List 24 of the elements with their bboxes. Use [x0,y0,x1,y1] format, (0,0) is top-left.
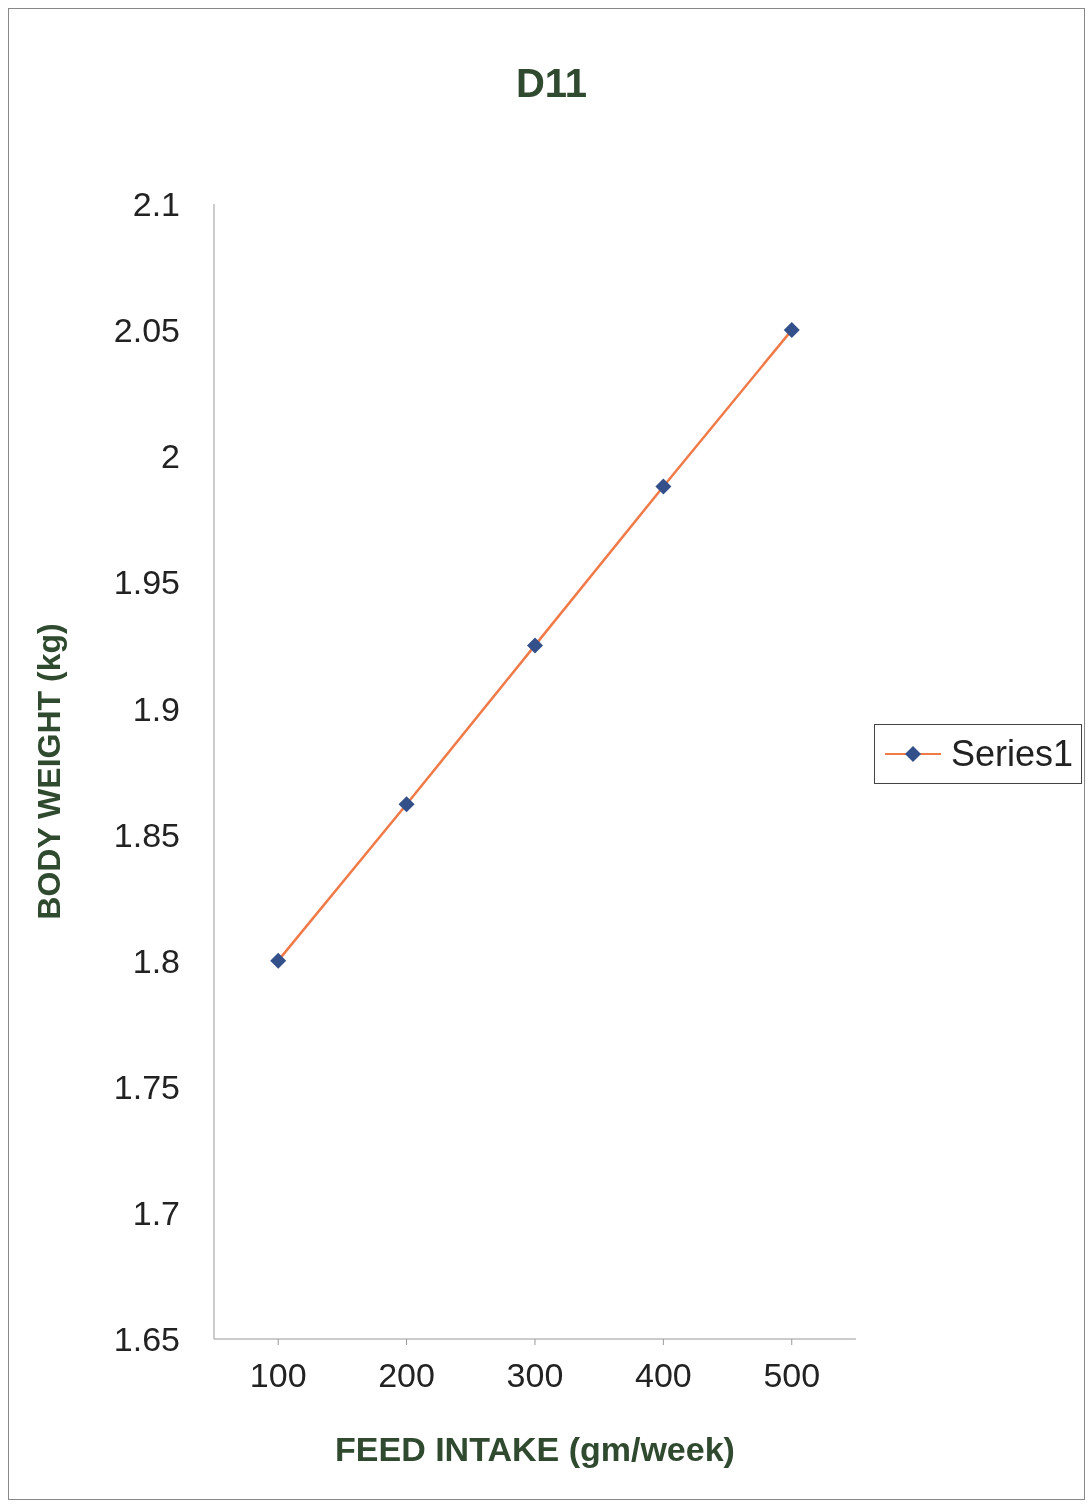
point [783,322,800,339]
chart-title: D11 [514,61,589,106]
point [398,796,415,813]
legend-label: Series1 [950,733,1073,775]
x-tick-label: 400 [634,1356,692,1395]
y-tick-label: 1.75 [113,1067,180,1106]
point [270,952,287,969]
y-tick-label: 1.85 [113,815,180,854]
x-axis-title: FEED INTAKE (gm/week) [335,1430,735,1468]
y-axis-title: BODY WEIGHT (kg) [31,623,68,920]
x-tick-label: 100 [249,1356,307,1395]
y-tick-label: 1.65 [113,1320,180,1359]
y-tick-label: 2 [161,437,180,476]
y-tick-label: 2.1 [132,185,180,224]
y-tick-label: 2.05 [113,311,180,350]
point [655,478,672,495]
point [526,637,543,654]
x-tick-label: 200 [378,1356,435,1395]
x-tick-label: 500 [763,1356,821,1395]
y-tick-label: 1.7 [132,1193,180,1232]
y-tick-label: 1.95 [113,563,180,602]
y-tick-label: 1.9 [132,689,180,728]
y-tick-label: 1.8 [132,941,180,980]
x-tick-label: 300 [506,1356,564,1395]
